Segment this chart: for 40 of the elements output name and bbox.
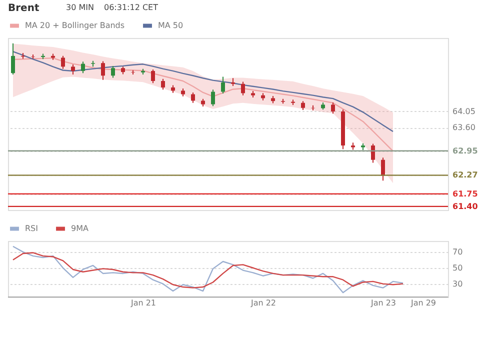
y-tick-label: 50 bbox=[452, 263, 463, 272]
text: 30 MIN bbox=[66, 3, 94, 12]
candlestick bbox=[81, 61, 85, 74]
line-series bbox=[12, 57, 394, 152]
legend-label: 9MA bbox=[71, 224, 89, 233]
y-tick-label: 70 bbox=[452, 247, 463, 256]
y-tick-label: 62.27 bbox=[452, 170, 478, 180]
candlestick bbox=[371, 143, 375, 164]
text: 06:31:12 CET bbox=[104, 3, 158, 12]
line-series bbox=[12, 246, 404, 294]
candlestick bbox=[161, 78, 165, 90]
line-series bbox=[12, 51, 394, 132]
candlestick bbox=[191, 92, 195, 104]
y-tick-label: 63.60 bbox=[452, 123, 476, 132]
x-tick-label: Jan 23 bbox=[370, 298, 396, 308]
y-tick-label: 30 bbox=[452, 279, 463, 288]
legend-label: MA 50 bbox=[158, 20, 184, 30]
y-tick-label: 61.75 bbox=[452, 189, 478, 198]
candlestick bbox=[151, 69, 155, 84]
legend-label: MA 20 + Bollinger Bands bbox=[25, 20, 125, 30]
candlestick bbox=[11, 42, 15, 76]
candlestick bbox=[71, 64, 75, 76]
y-tick-label: 64.05 bbox=[452, 106, 476, 116]
x-tick-label: Jan 21 bbox=[130, 298, 156, 308]
chart-title: Brent bbox=[8, 3, 40, 14]
candlestick bbox=[331, 102, 335, 114]
candlestick bbox=[31, 54, 35, 60]
candlestick bbox=[381, 157, 385, 182]
legend-label: RSI bbox=[25, 224, 38, 233]
x-tick-label: Jan 22 bbox=[250, 298, 276, 308]
candlestick bbox=[101, 60, 105, 80]
candlestick bbox=[221, 76, 225, 94]
y-tick-label: 61.40 bbox=[452, 202, 478, 211]
candlestick bbox=[211, 89, 215, 107]
line-series bbox=[12, 252, 404, 288]
y-tick-label: 62.95 bbox=[452, 146, 478, 156]
candlestick bbox=[61, 55, 65, 70]
x-tick-label: Jan 29 bbox=[410, 298, 436, 308]
candlestick bbox=[241, 81, 245, 96]
candlestick bbox=[111, 65, 115, 78]
